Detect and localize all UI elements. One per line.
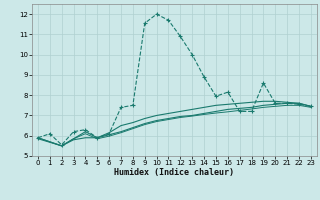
X-axis label: Humidex (Indice chaleur): Humidex (Indice chaleur) xyxy=(115,168,234,177)
